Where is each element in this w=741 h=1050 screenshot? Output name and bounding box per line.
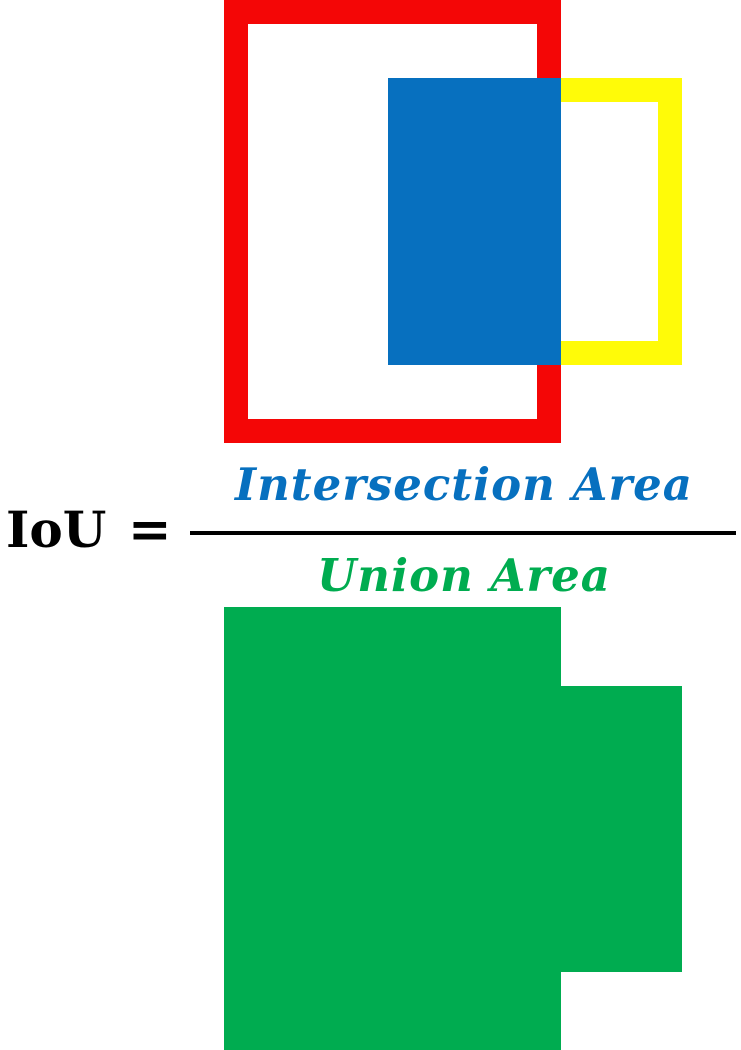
intersection-area-fill: [388, 78, 561, 365]
formula-numerator: Intersection Area: [235, 458, 693, 511]
equals-sign: =: [128, 499, 172, 560]
union-area-fill: [224, 607, 682, 1050]
fraction-bar: [190, 531, 736, 535]
iou-label: IoU: [6, 500, 107, 559]
formula-denominator: Union Area: [317, 549, 611, 602]
